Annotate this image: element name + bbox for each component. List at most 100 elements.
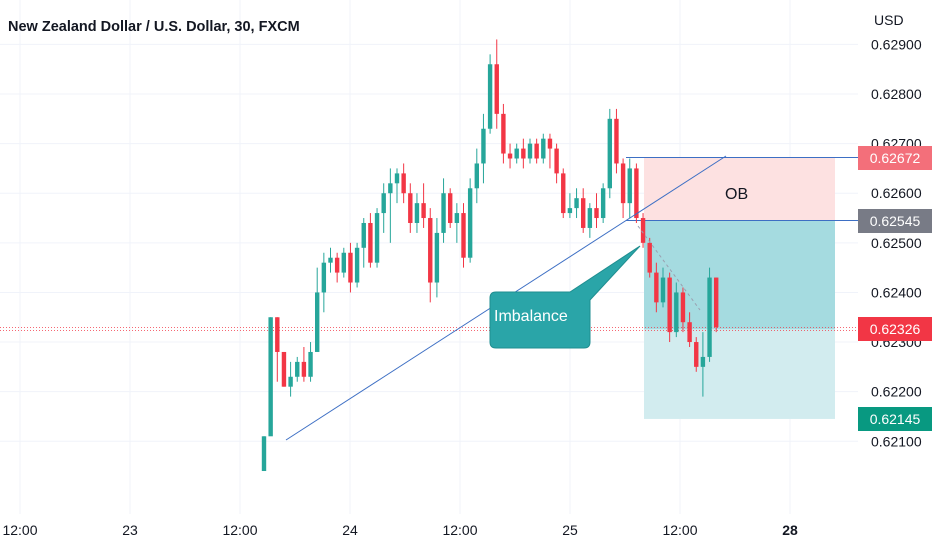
candle-body [514, 148, 519, 159]
candle [541, 133, 546, 164]
y-tick-label: 0.62200 [871, 384, 922, 400]
candle [454, 203, 460, 243]
candle [374, 208, 380, 268]
candle-body [714, 277, 719, 328]
candle [328, 247, 333, 273]
candle [561, 168, 566, 219]
candle-body [408, 193, 413, 223]
candle-body [620, 163, 626, 204]
candle-body [348, 252, 353, 283]
candle-body [667, 277, 672, 333]
candle-body [494, 64, 499, 114]
candle [587, 203, 593, 238]
candle [434, 218, 440, 298]
candle [547, 133, 553, 169]
candle-body [368, 222, 373, 263]
price-axis[interactable]: 0.629000.628000.627000.626000.625000.624… [871, 36, 922, 449]
candle-body [487, 64, 493, 129]
candle [680, 287, 686, 333]
candle-body [587, 208, 593, 228]
candle [467, 178, 473, 263]
candle [348, 242, 353, 293]
candle-body [374, 213, 380, 263]
candle-body [381, 193, 386, 214]
candle-body [574, 198, 579, 209]
price-badge-last: 0.62326 [858, 317, 932, 342]
candle-body [640, 218, 646, 243]
candle [315, 267, 320, 352]
level-lines [0, 157, 858, 332]
candle [660, 267, 666, 308]
x-tick-label: 28 [782, 522, 798, 538]
candle-body [441, 193, 446, 233]
candle [687, 312, 692, 348]
candle-body [394, 173, 400, 184]
candle [667, 272, 672, 343]
candle [694, 337, 699, 372]
y-tick-label: 0.62800 [871, 86, 922, 102]
candles [261, 39, 719, 472]
price-badge-target: 0.62145 [858, 406, 932, 431]
candle [521, 138, 526, 169]
imbalance-callout[interactable] [489, 245, 641, 349]
candle-body [474, 163, 479, 189]
candle-body [700, 356, 706, 367]
chart-title: New Zealand Dollar / U.S. Dollar, 30, FX… [8, 19, 300, 35]
candle [614, 108, 619, 174]
candle [567, 193, 573, 219]
candle [308, 342, 313, 382]
candle-body [301, 361, 307, 377]
y-tick-label: 0.62900 [871, 36, 922, 52]
candle-body [261, 436, 267, 472]
candle [281, 351, 287, 387]
ob-label: OB [725, 186, 749, 203]
candle [620, 158, 626, 219]
candle [534, 138, 539, 164]
candle-body [554, 148, 559, 174]
candle-body [401, 173, 406, 194]
x-tick-label: 23 [122, 522, 138, 538]
candle-body [607, 118, 612, 189]
time-axis[interactable]: 12:00 23 12:00 24 12:00 25 12:00 28 [2, 522, 798, 538]
candle-body [680, 292, 686, 323]
candle-body [328, 257, 333, 263]
candle-body [428, 218, 433, 283]
candle [487, 54, 493, 134]
candle [494, 39, 499, 129]
candle-body [434, 232, 440, 283]
candle-body [561, 173, 566, 214]
currency-label: USD [874, 12, 904, 28]
candle-body [315, 292, 320, 352]
x-tick-label: 25 [562, 522, 578, 538]
candle-body [687, 322, 692, 343]
y-tick-label: 0.62600 [871, 185, 922, 201]
candle-body [541, 138, 546, 159]
candle [600, 183, 606, 223]
candle [627, 158, 632, 219]
candle [421, 183, 426, 228]
candle-body [341, 252, 346, 273]
candle [674, 282, 679, 338]
candle [261, 436, 267, 472]
candle-body [321, 262, 327, 293]
y-tick-label: 0.62100 [871, 433, 922, 449]
candle [501, 103, 506, 164]
x-tick-label: 12:00 [662, 522, 697, 538]
candle-body [334, 257, 340, 273]
profit-zone[interactable] [644, 220, 835, 330]
candle-body [521, 148, 526, 159]
x-tick-label: 12:00 [442, 522, 477, 538]
candle [275, 317, 280, 382]
candle [640, 213, 646, 248]
candle [634, 163, 639, 223]
candle [441, 178, 446, 243]
y-tick-label: 0.62400 [871, 284, 922, 300]
candle [647, 237, 652, 278]
candle-body [674, 292, 679, 333]
candle [481, 113, 486, 184]
candle [554, 143, 559, 184]
ob-zone[interactable] [644, 157, 835, 221]
x-tick-label: 24 [342, 522, 358, 538]
candle-body [295, 361, 300, 377]
